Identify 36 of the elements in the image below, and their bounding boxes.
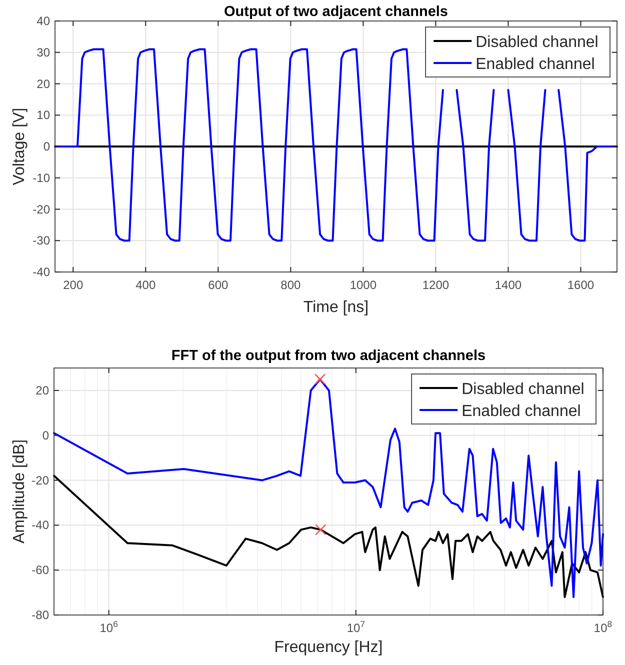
y-tick-label: 30: [36, 45, 50, 60]
legend-label: Enabled channel: [462, 403, 581, 420]
x-tick-label: 10$^{6}$: [100, 619, 118, 635]
y-tick-label: -10: [32, 170, 50, 185]
x-tick-label: 10$^{8}$: [594, 619, 612, 635]
y-tick-label: 0: [42, 428, 50, 442]
y-tick-label: -30: [32, 234, 50, 248]
y-tick-label: 40: [36, 14, 50, 28]
x-axis-title: Frequency [Hz]: [274, 639, 383, 656]
legend-label: Enabled channel: [476, 56, 595, 73]
legend-label: Disabled channel: [476, 34, 598, 51]
y-tick-label: -20: [32, 202, 50, 216]
y-tick-label: -20: [32, 473, 50, 488]
x-tick-label: 10$^{7}$: [346, 619, 366, 635]
y-tick-label: -60: [32, 563, 50, 578]
x-tick-label: 200: [63, 278, 84, 292]
x-tick-label: 1000: [350, 278, 377, 292]
chart-title: FFT of the output from two adjacent channels: [171, 348, 486, 364]
y-tick-label: 20: [36, 383, 50, 398]
legend-label: Disabled channel: [462, 381, 584, 398]
y-tick-label: -80: [32, 608, 50, 622]
x-tick-label: 1200: [422, 278, 450, 292]
y-axis-title: Voltage [V]: [11, 108, 28, 186]
y-axis-title: Amplitude [dB]: [11, 439, 28, 544]
x-tick-label: 1400: [494, 278, 522, 292]
x-axis-title: Time [ns]: [303, 299, 369, 316]
x-tick-label: 1600: [567, 278, 594, 292]
y-tick-label: 0: [43, 140, 50, 154]
x-tick-label: 800: [280, 278, 302, 292]
y-tick-label: 20: [36, 76, 50, 91]
x-tick-label: 400: [136, 278, 156, 292]
x-tick-label: 600: [208, 278, 228, 292]
y-tick-label: -40: [32, 265, 50, 279]
y-tick-label: -40: [32, 518, 50, 532]
chart-title: Output of two adjacent channels: [224, 4, 448, 20]
y-tick-label: 10: [36, 108, 50, 122]
